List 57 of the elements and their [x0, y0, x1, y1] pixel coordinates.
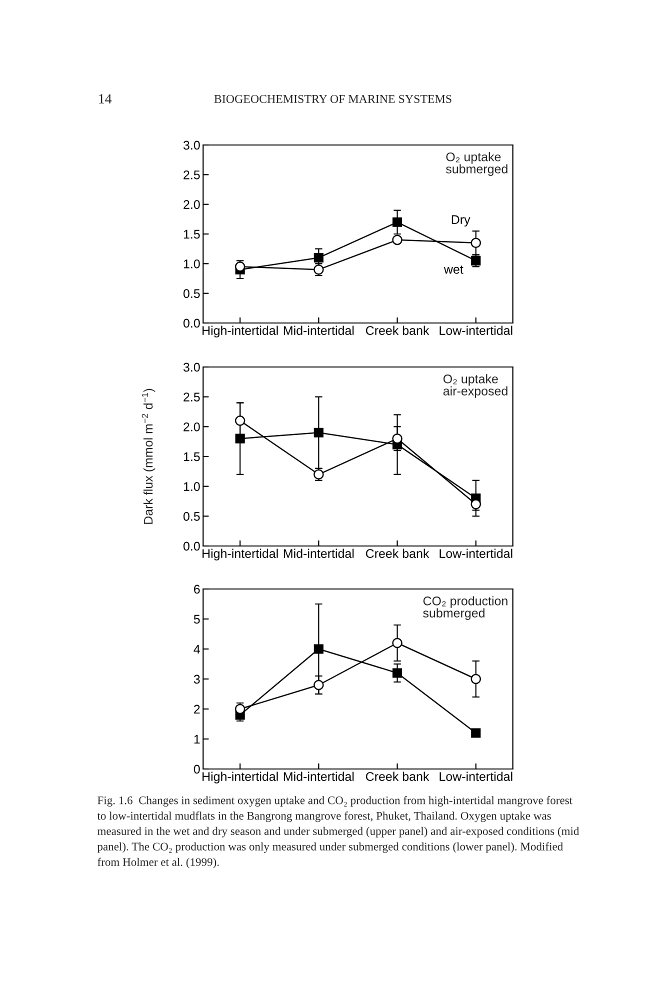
- y-axis-title: Dark flux (mmol m$^{−2}$ d$^{−1}$): [142, 388, 156, 524]
- y-tick-label: 5: [194, 614, 200, 624]
- x-tick-label: High-intertidal: [202, 548, 278, 560]
- x-tick-label: Mid-intertidal: [284, 548, 354, 558]
- x-tick-label: Mid-intertidal: [284, 326, 354, 335]
- point: [392, 638, 402, 648]
- x-tick-label: High-intertidal: [202, 326, 278, 338]
- point: [392, 668, 402, 678]
- y-tick-label: 1.0: [184, 482, 200, 491]
- x-tick-label: Low-intertidal: [440, 772, 512, 781]
- series-label: Dry: [452, 215, 470, 227]
- text: 14: [99, 94, 112, 104]
- point: [314, 252, 324, 263]
- y-tick-label: 1: [194, 734, 200, 744]
- y-tick-label: 1.5: [184, 452, 200, 462]
- y-tick-label: 6: [194, 584, 200, 594]
- point: [392, 217, 402, 227]
- y-tick-label: 2.5: [184, 170, 200, 180]
- annotation: O₂ uptake submerged: [446, 152, 508, 176]
- y-tick-label: 0.5: [183, 512, 200, 521]
- text: BIOGEOCHEMISTRY OF MARINE SYSTEMS: [214, 94, 452, 103]
- y-tick-label: 2.0: [184, 422, 200, 432]
- x-tick-label: Low-intertidal: [440, 326, 512, 335]
- point: [392, 433, 402, 444]
- point: [314, 644, 324, 654]
- caption: Fig. 1.6 Changes in sediment oxygen uptake and CO₂ production from high-intertidal mangrove forest to low-intertidal mudflats in the Bangrong mangrove forest, Phuket, Thailand. Oxygen uptake was measured in the wet and dry season and under submerged (upper panel) and air-exposed conditions (mid panel). The CO₂ production was only measured under submerged conditions (lower panel). Modified from Holmer et al. (1999).: [97, 796, 580, 868]
- x-tick-label: Low-intertidal: [440, 548, 512, 558]
- x-tick-label: Creek bank: [366, 548, 430, 558]
- y-tick-label: 0.5: [183, 289, 200, 298]
- y-tick-label: 2.5: [184, 392, 200, 402]
- point: [314, 680, 324, 690]
- y-tick-label: 4: [194, 644, 200, 654]
- y-tick-label: 3.0: [183, 362, 200, 372]
- y-tick-label: 1.0: [184, 259, 200, 268]
- y-tick-label: 1.5: [184, 230, 200, 239]
- y-tick-label: 0.0: [183, 542, 200, 551]
- annotation: CO₂ production submerged: [423, 596, 508, 620]
- point: [234, 416, 246, 426]
- y-tick-label: 2.0: [184, 200, 200, 209]
- point: [234, 261, 246, 272]
- point: [470, 674, 482, 684]
- y-tick-label: 3.0: [183, 140, 200, 150]
- y-tick-label: 0.0: [183, 318, 200, 328]
- x-tick-label: Creek bank: [366, 326, 430, 335]
- annotation: O₂ uptake air-exposed: [443, 374, 508, 398]
- point: [471, 728, 481, 738]
- y-tick-label: 2: [194, 704, 200, 714]
- point: [235, 434, 245, 444]
- x-tick-label: Creek bank: [366, 772, 430, 781]
- x-tick-label: Mid-intertidal: [284, 772, 354, 781]
- x-tick-label: High-intertidal: [202, 772, 278, 784]
- y-tick-label: 0: [194, 764, 200, 774]
- point: [392, 234, 402, 246]
- point: [470, 238, 482, 248]
- series-label: wet: [444, 266, 464, 274]
- y-tick-label: 3: [194, 674, 200, 684]
- point: [314, 428, 324, 438]
